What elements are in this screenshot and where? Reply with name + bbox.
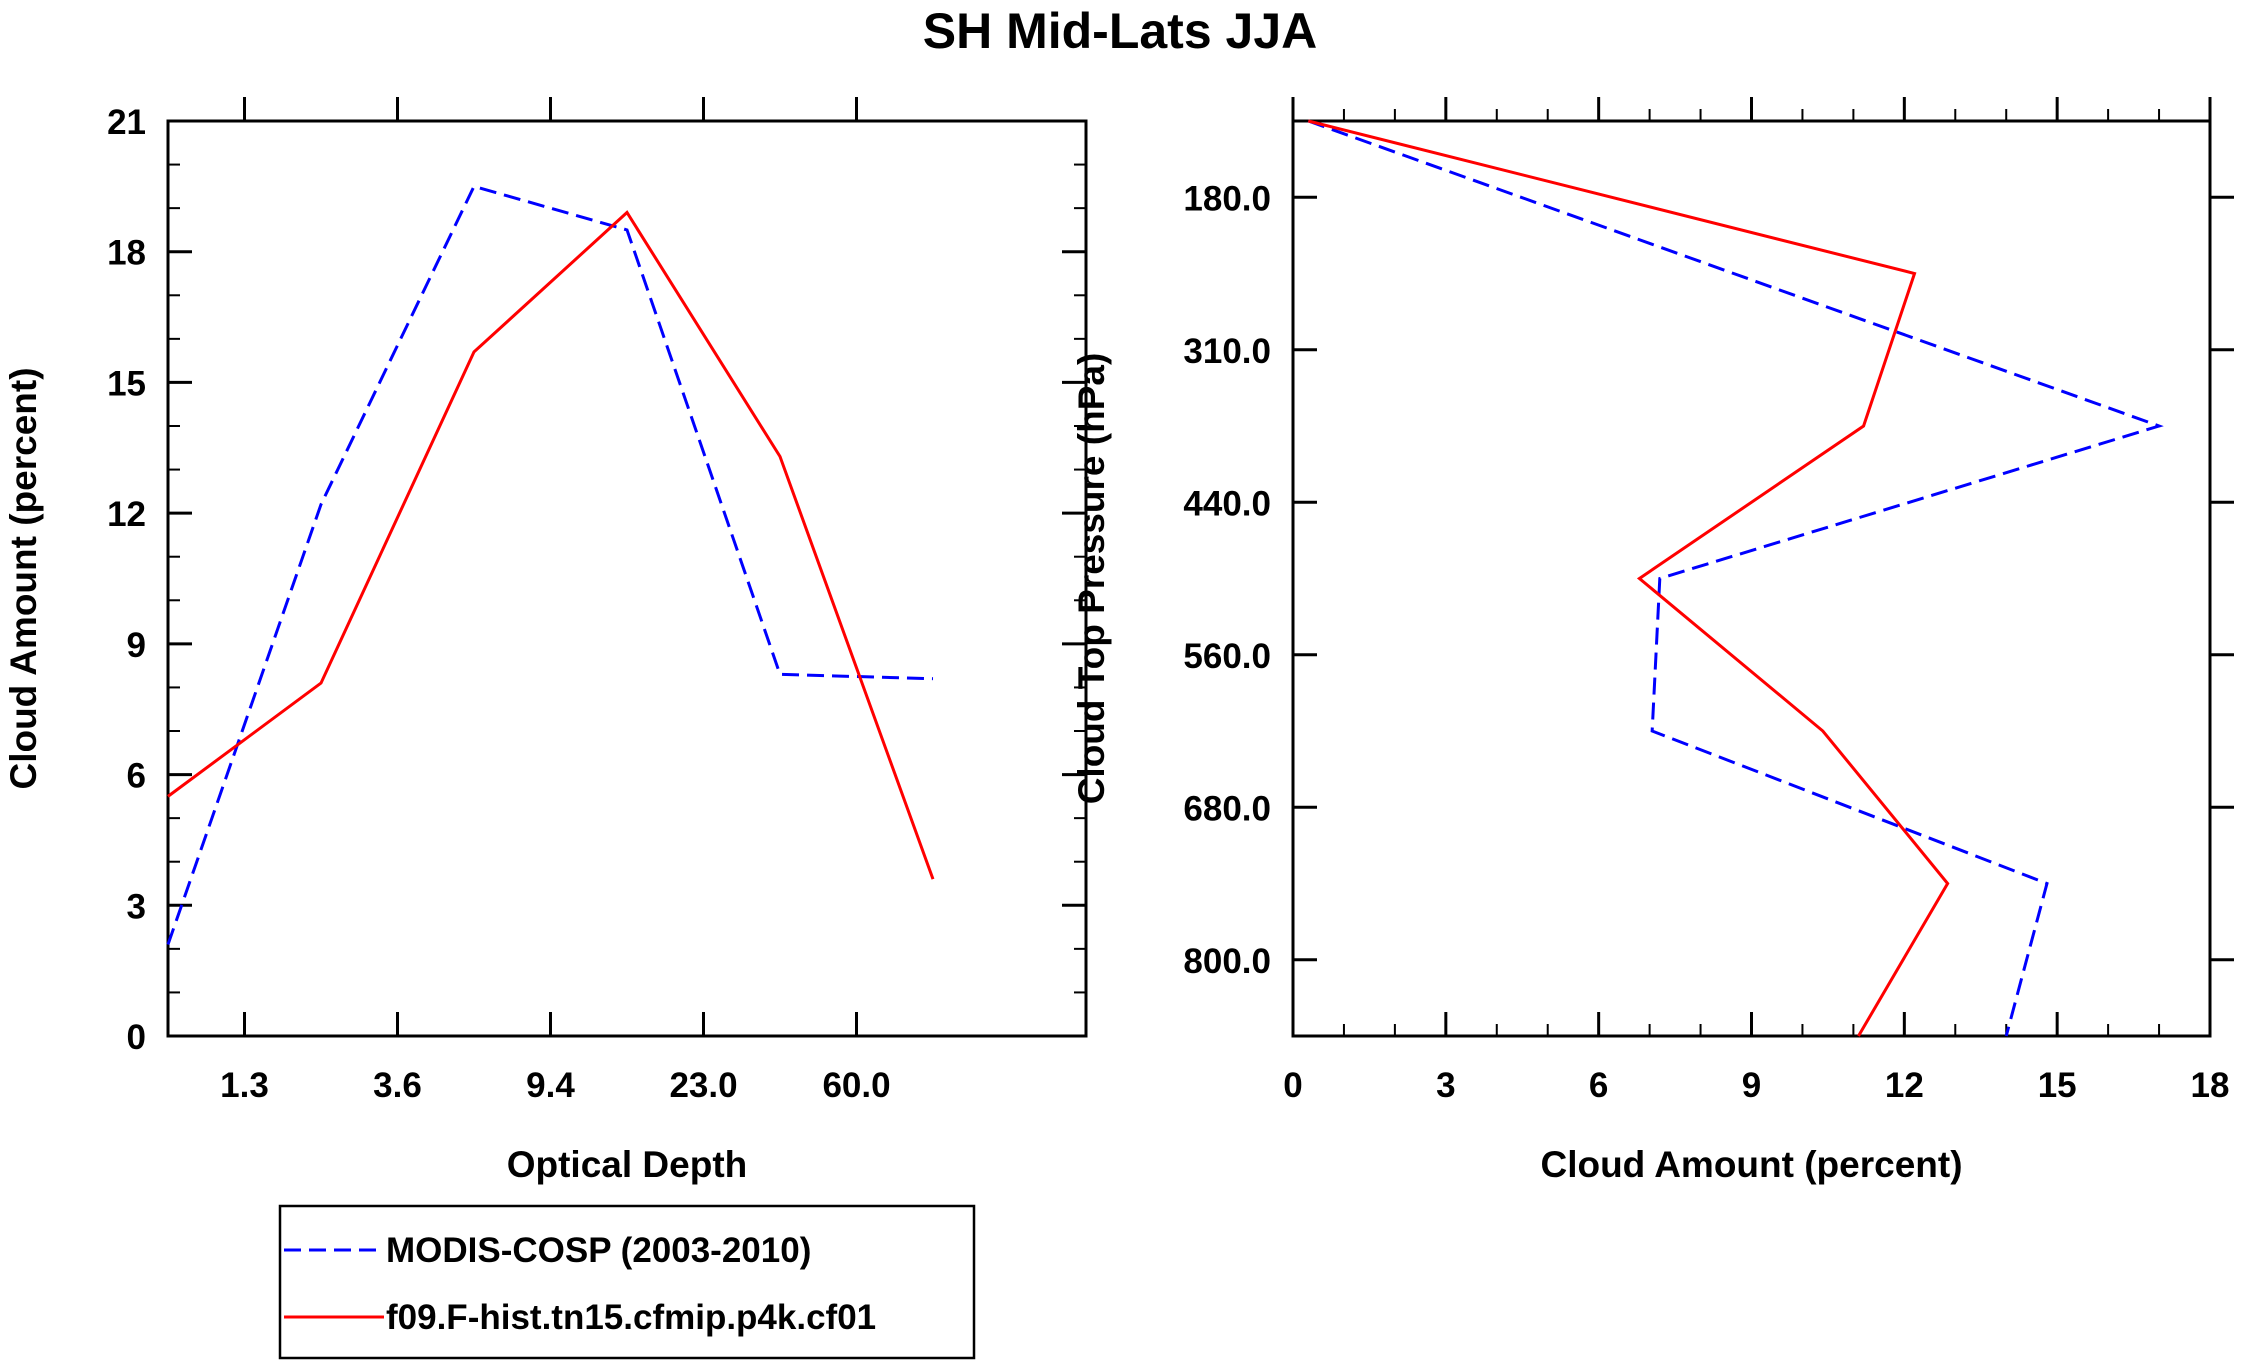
y-tick-label: 440.0 <box>1183 484 1271 523</box>
x-tick-label: 1.3 <box>220 1066 269 1105</box>
x-axis-title: Cloud Amount (percent) <box>1540 1144 1962 1185</box>
optical-depth-chart: 0 3 6 9 12 15 18 21 1.3 3.6 9.4 23.0 60.0 Optical Dep… <box>3 97 1088 1185</box>
series-line-model <box>1307 119 1950 1037</box>
y-tick-label: 3 <box>127 887 146 926</box>
y-axis-title: Cloud Top Pressure (hPa) <box>1071 353 1112 805</box>
plot-frame <box>1291 119 2212 1038</box>
y-tick-label: 12 <box>107 495 146 534</box>
x-tick-label: 6 <box>1589 1066 1608 1105</box>
legend-box <box>278 1204 976 1360</box>
y-axis-title: Cloud Amount (percent) <box>3 367 44 789</box>
x-tick-label: 18 <box>2191 1066 2230 1105</box>
series-line-obs <box>166 184 934 945</box>
y-tick-label: 0 <box>127 1018 146 1057</box>
x-tick-label: 15 <box>2038 1066 2077 1105</box>
plot-frame <box>166 119 1088 1038</box>
y-tick-label: 21 <box>107 103 146 142</box>
legend: MODIS-COSP (2003-2010) f09.F-hist.tn15.c… <box>278 1204 976 1360</box>
x-tick-label: 3.6 <box>373 1066 422 1105</box>
y-tick-label: 180.0 <box>1183 179 1271 218</box>
x-axis-title: Optical Depth <box>507 1144 748 1185</box>
x-tick-label: 9 <box>1742 1066 1761 1105</box>
series-line-model <box>167 210 935 880</box>
y-tick-label: 310.0 <box>1183 332 1271 371</box>
x-tick-label: 0 <box>1283 1066 1302 1105</box>
y-tick-label: 18 <box>107 234 146 273</box>
y-tick-label: 560.0 <box>1183 637 1271 676</box>
y-tick-label: 680.0 <box>1183 789 1271 828</box>
x-tick-label: 60.0 <box>822 1066 890 1105</box>
y-tick-label: 800.0 <box>1183 942 1271 981</box>
y-tick-label: 15 <box>107 364 146 403</box>
x-tick-label: 23.0 <box>669 1066 737 1105</box>
x-tick-label: 9.4 <box>526 1066 575 1105</box>
y-tick-label: 6 <box>127 757 146 796</box>
legend-label-obs: MODIS-COSP (2003-2010) <box>386 1231 811 1270</box>
x-tick-label: 3 <box>1436 1066 1455 1105</box>
chart-title: SH Mid-Lats JJA <box>923 3 1318 59</box>
legend-label-model: f09.F-hist.tn15.cfmip.p4k.cf01 <box>386 1298 876 1337</box>
x-tick-label: 12 <box>1885 1066 1924 1105</box>
series-line-obs <box>1307 119 2164 1037</box>
y-tick-label: 9 <box>127 626 146 665</box>
cloud-top-pressure-chart: 0 3 6 9 12 15 18 180.0 310.0 440.0 560.0 680.0 800.0… <box>1071 97 2234 1185</box>
